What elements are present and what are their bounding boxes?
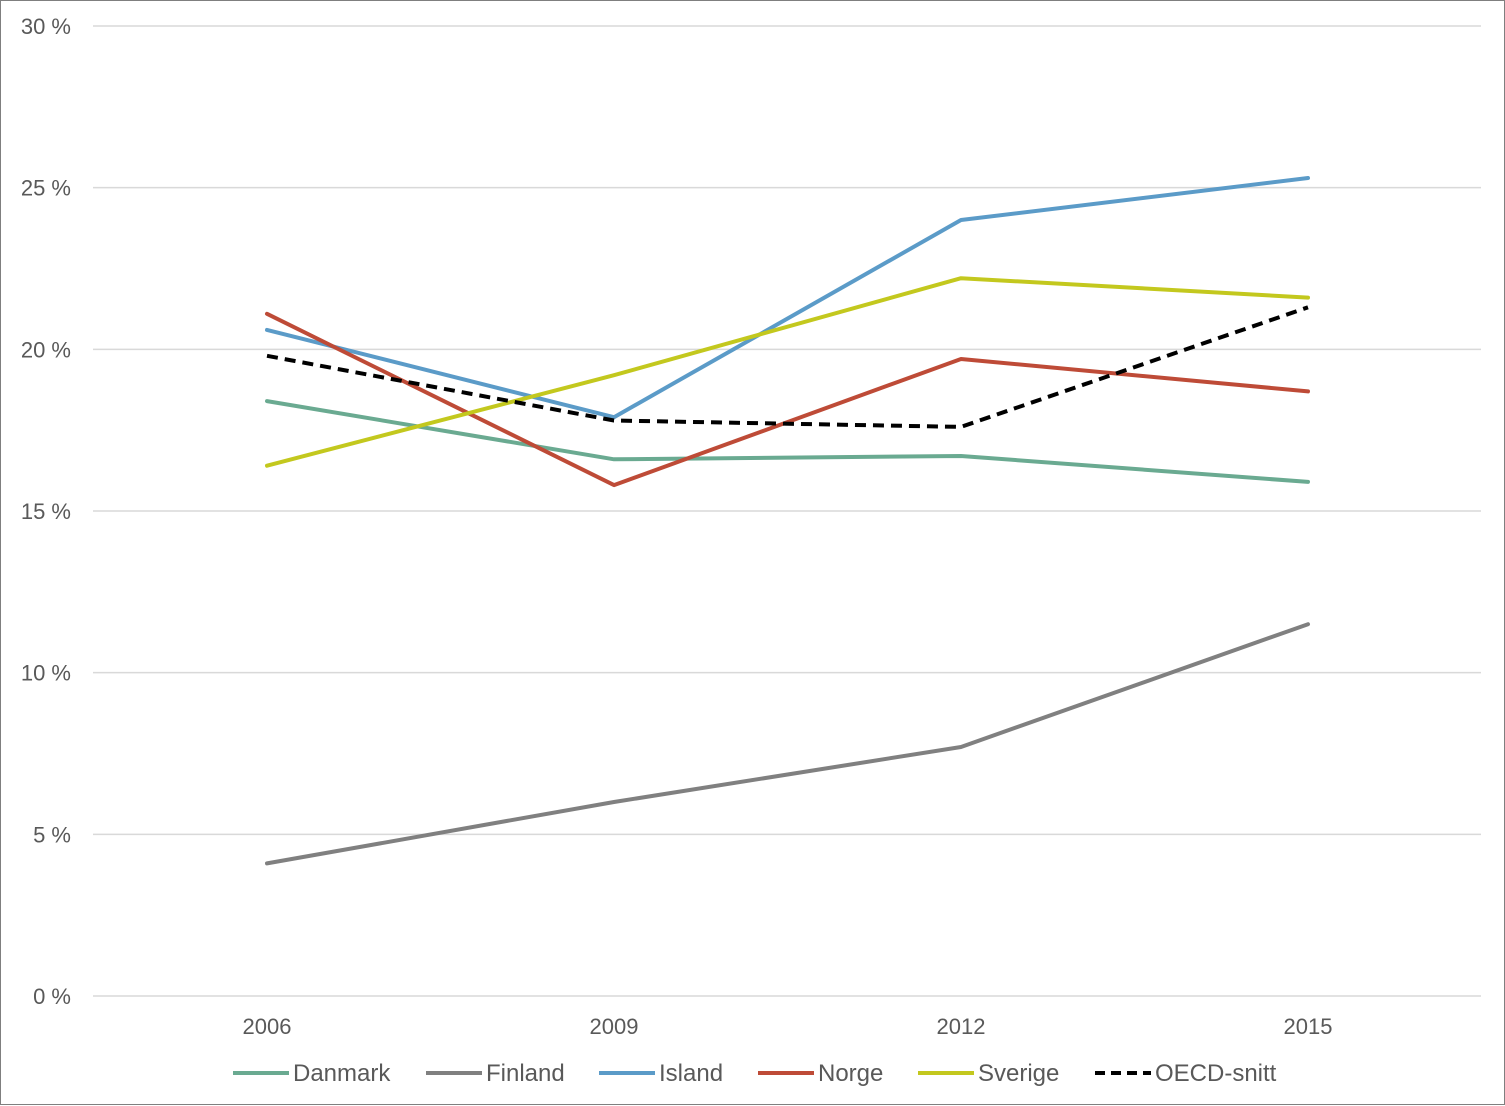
y-tick-label: 25 % bbox=[21, 176, 71, 201]
x-tick-label: 2009 bbox=[590, 1014, 639, 1039]
y-tick-label: 10 % bbox=[21, 661, 71, 686]
gridlines bbox=[93, 25, 1481, 997]
series-lines bbox=[265, 176, 1310, 866]
x-tick-label: 2012 bbox=[937, 1014, 986, 1039]
legend-label: Sverige bbox=[978, 1060, 1059, 1087]
series-line-sverige bbox=[265, 276, 1310, 468]
series-line-island bbox=[265, 176, 1310, 420]
series-line-danmark bbox=[265, 399, 1310, 484]
series-line-oecd-snitt bbox=[266, 305, 1309, 429]
series-line-finland bbox=[265, 622, 1310, 866]
y-tick-label: 15 % bbox=[21, 499, 71, 524]
y-tick-label: 0 % bbox=[33, 984, 71, 1009]
legend-label: Danmark bbox=[293, 1060, 391, 1087]
x-tick-label: 2006 bbox=[243, 1014, 292, 1039]
legend-label: Norge bbox=[818, 1060, 883, 1087]
legend-label: Island bbox=[659, 1060, 723, 1087]
x-axis-tick-labels: 2006 2009 2012 2015 bbox=[243, 1014, 1333, 1039]
y-axis-tick-labels: 0 % 5 % 10 % 15 % 20 % 25 % 30 % bbox=[21, 14, 71, 1009]
y-tick-label: 5 % bbox=[33, 822, 71, 847]
legend-label: Finland bbox=[486, 1060, 565, 1087]
legend: Danmark Finland Island Norge Sverige OECD-sni… bbox=[233, 1060, 1277, 1087]
y-tick-label: 30 % bbox=[21, 14, 71, 39]
x-tick-label: 2015 bbox=[1284, 1014, 1333, 1039]
legend-label: OECD-snitt bbox=[1155, 1060, 1277, 1087]
y-tick-label: 20 % bbox=[21, 337, 71, 362]
